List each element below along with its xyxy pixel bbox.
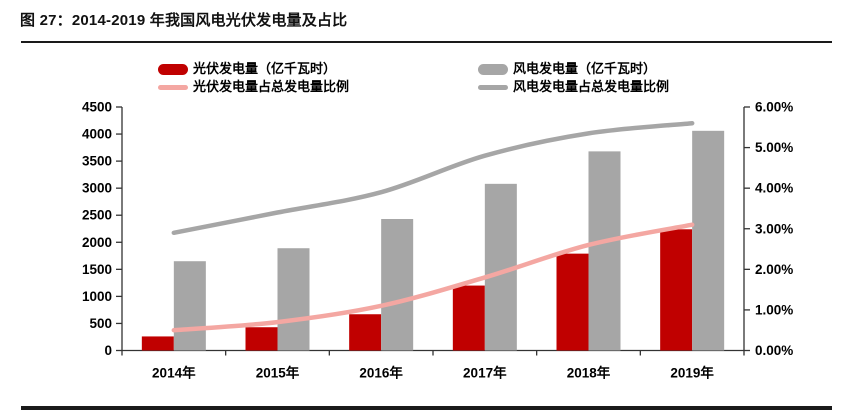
solar-line-swatch-icon [158,84,188,90]
svg-text:5.00%: 5.00% [755,140,793,155]
right-axis-labels: 0.00% 1.00% 2.00% 3.00% 4.00% 5.00% 6.00% [744,100,793,358]
svg-text:4500: 4500 [82,100,112,115]
svg-text:2016年: 2016年 [359,365,403,381]
legend-item-wind-line: 风电发电量占总发电量比例 [478,80,669,94]
legend-label: 风电发电量（亿千瓦时） [513,61,657,76]
svg-text:2017年: 2017年 [463,365,507,381]
bar [692,130,725,351]
solar-share-line [171,222,695,333]
bar [556,253,589,351]
solar-bar-swatch-icon [158,63,188,75]
bar [660,229,693,351]
title-divider [21,41,832,43]
svg-text:1500: 1500 [82,262,112,277]
bar [141,336,174,351]
svg-text:2018年: 2018年 [567,365,611,381]
legend-item-solar-line: 光伏发电量占总发电量比例 [158,80,349,94]
page-title: 图 27：2014-2019 年我国风电光伏发电量及占比 [20,12,348,29]
svg-text:0.00%: 0.00% [755,343,793,358]
bar [588,151,621,351]
svg-text:2014年: 2014年 [152,365,196,381]
bar [452,285,485,351]
bar [245,327,278,351]
bottom-divider [21,406,832,410]
svg-text:2000: 2000 [82,235,112,250]
bar [381,219,414,351]
svg-text:3000: 3000 [82,181,112,196]
svg-text:3500: 3500 [82,154,112,169]
legend-label: 风电发电量占总发电量比例 [513,79,670,94]
svg-text:4000: 4000 [82,127,112,142]
svg-text:2500: 2500 [82,208,112,223]
bar [173,261,206,351]
svg-text:2015年: 2015年 [256,365,300,381]
x-axis-labels: 2014年 2015年 2016年 2017年 2018年 2019年 [121,350,745,381]
svg-text:0: 0 [104,343,112,358]
wind-bars [173,130,725,351]
bar [277,248,310,351]
svg-text:6.00%: 6.00% [755,100,793,115]
legend-label: 光伏发电量占总发电量比例 [193,79,350,94]
legend-item-wind-bar: 风电发电量（亿千瓦时） [478,62,656,76]
wind-bar-swatch-icon [478,63,508,75]
bar [349,314,382,351]
svg-text:1000: 1000 [82,289,112,304]
legend-item-solar-bar: 光伏发电量（亿千瓦时） [158,62,336,76]
svg-text:1.00%: 1.00% [755,302,793,317]
legend-label: 光伏发电量（亿千瓦时） [193,61,337,76]
wind-share-line [171,120,695,236]
svg-text:2.00%: 2.00% [755,262,793,277]
svg-text:3.00%: 3.00% [755,221,793,236]
left-axis-labels: 0 500 1000 1500 2000 2500 3000 3500 4000 4500 [82,100,122,358]
solar-bars [141,229,693,351]
svg-text:4.00%: 4.00% [755,181,793,196]
svg-text:2019年: 2019年 [670,365,714,381]
svg-text:500: 500 [89,316,112,331]
wind-line-swatch-icon [478,84,508,90]
axes [121,107,745,352]
